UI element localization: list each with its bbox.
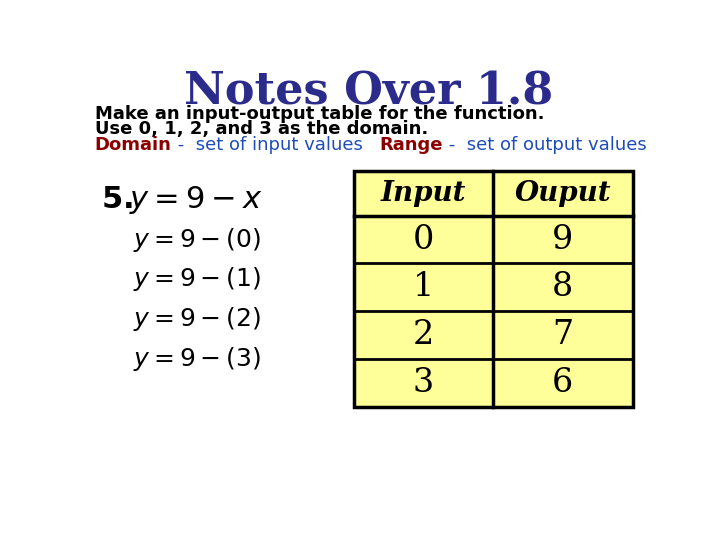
Text: Domain: Domain: [94, 136, 171, 154]
Text: 3: 3: [413, 367, 434, 399]
Text: 0: 0: [413, 224, 434, 255]
Text: 8: 8: [552, 271, 573, 303]
Text: 2: 2: [413, 319, 434, 351]
Text: -  set of output values: - set of output values: [443, 136, 647, 154]
Text: -  set of input values: - set of input values: [171, 136, 379, 154]
Text: Notes Over 1.8: Notes Over 1.8: [184, 70, 554, 113]
Text: Range: Range: [379, 136, 443, 154]
FancyBboxPatch shape: [354, 171, 632, 407]
Text: 9: 9: [552, 224, 573, 255]
Text: $y = 9 - x$: $y = 9 - x$: [129, 184, 262, 215]
Text: 7: 7: [552, 319, 573, 351]
Text: $y = 9 - (3)$: $y = 9 - (3)$: [132, 345, 261, 373]
Text: 6: 6: [552, 367, 573, 399]
Text: $y = 9 - (1)$: $y = 9 - (1)$: [132, 265, 261, 293]
Text: $y = 9 - (0)$: $y = 9 - (0)$: [132, 226, 261, 254]
Text: Use 0, 1, 2, and 3 as the domain.: Use 0, 1, 2, and 3 as the domain.: [94, 120, 428, 138]
Text: $\mathbf{5.}$: $\mathbf{5.}$: [101, 184, 132, 215]
Text: Make an input-output table for the function.: Make an input-output table for the funct…: [94, 105, 544, 123]
Text: Ouput: Ouput: [514, 180, 611, 207]
Text: 1: 1: [413, 271, 434, 303]
Text: $y = 9 - (2)$: $y = 9 - (2)$: [132, 305, 261, 333]
Text: Input: Input: [380, 180, 466, 207]
